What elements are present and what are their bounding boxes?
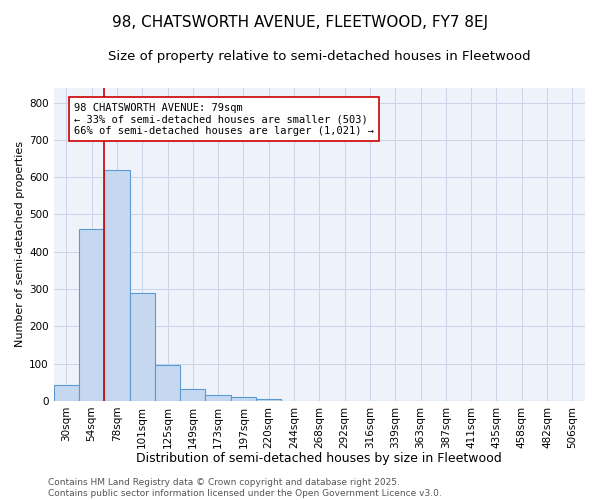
Title: Size of property relative to semi-detached houses in Fleetwood: Size of property relative to semi-detach…	[108, 50, 530, 63]
Bar	[180, 388, 205, 401]
Text: 98, CHATSWORTH AVENUE, FLEETWOOD, FY7 8EJ: 98, CHATSWORTH AVENUE, FLEETWOOD, FY7 8E…	[112, 15, 488, 30]
Y-axis label: Number of semi-detached properties: Number of semi-detached properties	[15, 142, 25, 348]
Bar	[256, 398, 281, 401]
Bar	[53, 385, 79, 401]
Text: Contains HM Land Registry data © Crown copyright and database right 2025.
Contai: Contains HM Land Registry data © Crown c…	[48, 478, 442, 498]
X-axis label: Distribution of semi-detached houses by size in Fleetwood: Distribution of semi-detached houses by …	[136, 452, 502, 465]
Text: 98 CHATSWORTH AVENUE: 79sqm
← 33% of semi-detached houses are smaller (503)
66% : 98 CHATSWORTH AVENUE: 79sqm ← 33% of sem…	[74, 102, 374, 136]
Bar	[231, 397, 256, 401]
Bar	[155, 366, 180, 401]
Bar	[130, 293, 155, 401]
Bar	[104, 170, 130, 401]
Bar	[79, 230, 104, 401]
Bar	[205, 395, 231, 401]
